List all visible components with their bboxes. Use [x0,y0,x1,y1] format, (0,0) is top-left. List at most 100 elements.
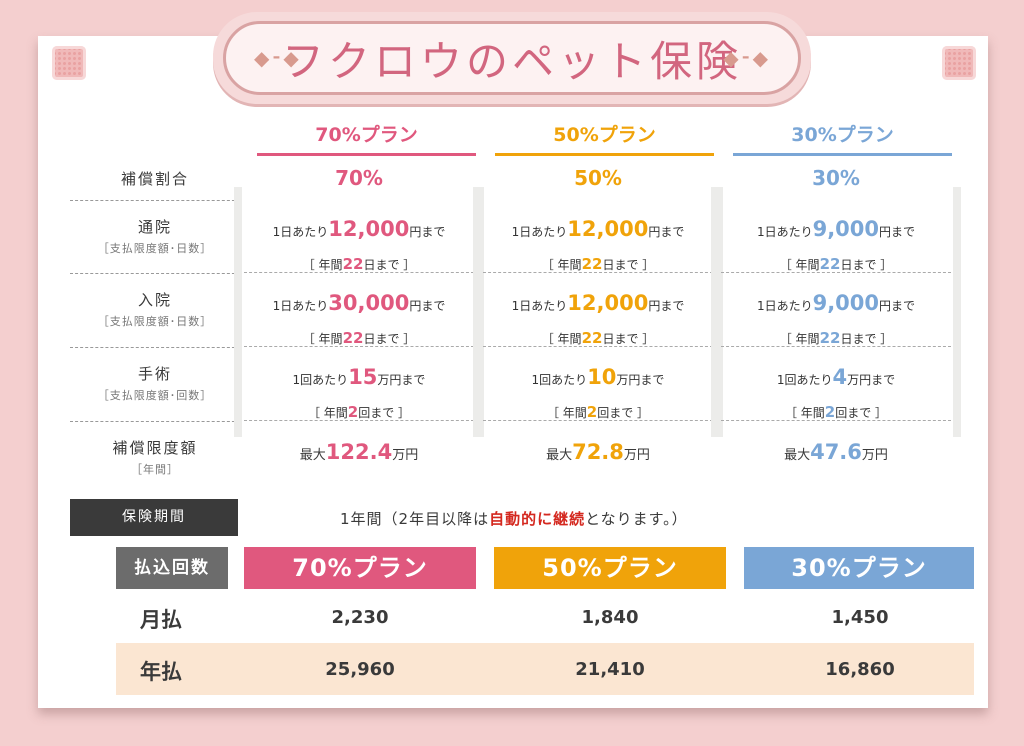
cell-nyuin: 1日あたり9,000円まで ［ 年間22日まで ］ [721,284,951,352]
max-post: 万円 [861,448,888,463]
cell-tsuin-num: 12,000 [567,217,649,241]
cell-shujutsu-amount: 1回あたり10万円まで [483,358,713,398]
period-text-pre: 1年間（2年目以降は [340,510,490,528]
cell-divider [483,420,713,421]
page-title: フクロウのペット保険 [281,36,742,86]
corner-ornament-left [52,46,86,80]
cell-shujutsu-limit-pre: ［ 年間 [784,405,825,420]
cell-shujutsu-limit-pre: ［ 年間 [546,405,587,420]
max-num: 47.6 [810,440,862,464]
cell-divider [721,346,951,347]
cell-shujutsu-limit: ［ 年間2回まで ］ [721,398,951,427]
cell-tsuin-limit: ［ 年間22日まで ］ [721,250,951,279]
cell-tsuin-amount: 1日あたり9,000円まで [721,210,951,250]
cell-shujutsu-limit-num: 2 [824,402,836,421]
max-pre: 最大 [784,448,811,463]
payment-header-50: 50%プラン [494,547,726,589]
title-banner: ◆⁃◆ フクロウのペット保険 ◆⁃◆ [213,12,811,104]
row-label-max-sub: ［年間］ [131,463,179,476]
cell-shujutsu-post: 万円まで [847,373,896,387]
period-text-post: となります。） [585,510,688,528]
cell-nyuin-limit-post: 日まで ］ [602,331,655,346]
cell-nyuin-limit: ［ 年間22日まで ］ [244,324,474,353]
cell-nyuin-limit-post: 日まで ］ [363,331,416,346]
cell-shujutsu-num: 15 [348,365,378,389]
yearly-50: 21,410 [575,659,645,680]
cell-tsuin-num: 12,000 [328,217,410,241]
cell-tsuin-pre: 1日あたり [272,225,329,239]
cell-shujutsu-post: 万円まで [377,373,426,387]
cell-nyuin-limit-pre: ［ 年間 [541,331,582,346]
ratio-value: 50% [574,166,622,190]
cell-tsuin-amount: 1日あたり12,000円まで [483,210,713,250]
cell-tsuin-pre: 1日あたり [511,225,568,239]
payment-header-70: 70%プラン [244,547,476,589]
cell-nyuin-num: 12,000 [567,291,649,315]
divider [70,421,240,422]
cell-tsuin-pre: 1日あたり [756,225,813,239]
cell-nyuin-limit-pre: ［ 年間 [302,331,343,346]
cell-tsuin-limit-pre: ［ 年間 [779,257,820,272]
period-text: 1年間（2年目以降は自動的に継続となります。） [340,508,688,529]
cell-divider [721,272,951,273]
row-label-tsuin-text: 通院 [137,218,172,236]
period-label: 保険期間 [70,499,238,536]
cell-nyuin-num: 9,000 [812,291,880,315]
row-label-ratio: 補償割合 [120,170,189,188]
cell-shujutsu: 1回あたり15万円まで ［ 年間2回まで ］ [244,358,474,426]
cell-tsuin: 1日あたり12,000円まで ［ 年間22日まで ］ [244,210,474,278]
cell-shujutsu-limit: ［ 年間2回まで ］ [483,398,713,427]
cell-tsuin: 1日あたり9,000円まで ［ 年間22日まで ］ [721,210,951,278]
cell-nyuin-post: 円まで [409,299,446,313]
plan-header-70: 70%プラン [257,118,476,156]
cell-shujutsu-limit: ［ 年間2回まで ］ [244,398,474,427]
max-pre: 最大 [299,448,326,463]
yearly-row-background [116,643,974,695]
period-text-red: 自動的に継続 [489,510,586,528]
cell-tsuin-limit: ［ 年間22日まで ］ [483,250,713,279]
divider [70,200,240,201]
cell-tsuin-limit-num: 22 [581,254,603,273]
cell-shujutsu-num: 4 [832,365,848,389]
payment-label: 払込回数 [116,547,228,589]
monthly-30: 1,450 [831,607,889,628]
cell-divider [244,272,474,273]
cell-nyuin-pre: 1日あたり [511,299,568,313]
cell-tsuin-post: 円まで [648,225,685,239]
yearly-70: 25,960 [325,659,395,680]
cell-nyuin-limit: ［ 年間22日まで ］ [721,324,951,353]
cell-nyuin-post: 円まで [879,299,916,313]
cell-tsuin: 1日あたり12,000円まで ［ 年間22日まで ］ [483,210,713,278]
yearly-label: 年払 [140,660,182,684]
row-label-shujutsu: 手術 ［支払限度額･回数］ [70,363,240,403]
cell-divider [483,272,713,273]
plan-header-30: 30%プラン [733,118,952,156]
cell-nyuin: 1日あたり30,000円まで ［ 年間22日まで ］ [244,284,474,352]
cell-nyuin-limit-pre: ［ 年間 [779,331,820,346]
cell-nyuin: 1日あたり12,000円まで ［ 年間22日まで ］ [483,284,713,352]
row-label-tsuin-sub: ［支払限度額･日数］ [97,242,213,255]
cell-tsuin-limit-num: 22 [819,254,841,273]
row-label-shujutsu-text: 手術 [137,365,172,383]
max-post: 万円 [623,448,650,463]
divider [70,273,240,274]
corner-ornament-right [942,46,976,80]
cell-nyuin-num: 30,000 [328,291,410,315]
cell-shujutsu-limit-num: 2 [347,402,359,421]
plan-column [711,187,961,437]
ratio-value: 70% [335,166,383,190]
max-value: 最大72.8万円 [483,440,713,464]
cell-nyuin-amount: 1日あたり9,000円まで [721,284,951,324]
cell-divider [244,346,474,347]
row-label-nyuin: 入院 ［支払限度額･日数］ [70,289,240,329]
plan-header-50: 50%プラン [495,118,714,156]
ornament-right-icon: ◆⁃◆ [723,46,770,70]
cell-tsuin-limit-post: 日まで ］ [602,257,655,272]
cell-shujutsu-amount: 1回あたり15万円まで [244,358,474,398]
cell-nyuin-limit-num: 22 [342,328,364,347]
cell-nyuin-amount: 1日あたり30,000円まで [244,284,474,324]
cell-shujutsu-limit-pre: ［ 年間 [307,405,348,420]
cell-shujutsu-limit-post: 回まで ］ [835,405,888,420]
cell-tsuin-post: 円まで [409,225,446,239]
max-value: 最大122.4万円 [244,440,474,464]
